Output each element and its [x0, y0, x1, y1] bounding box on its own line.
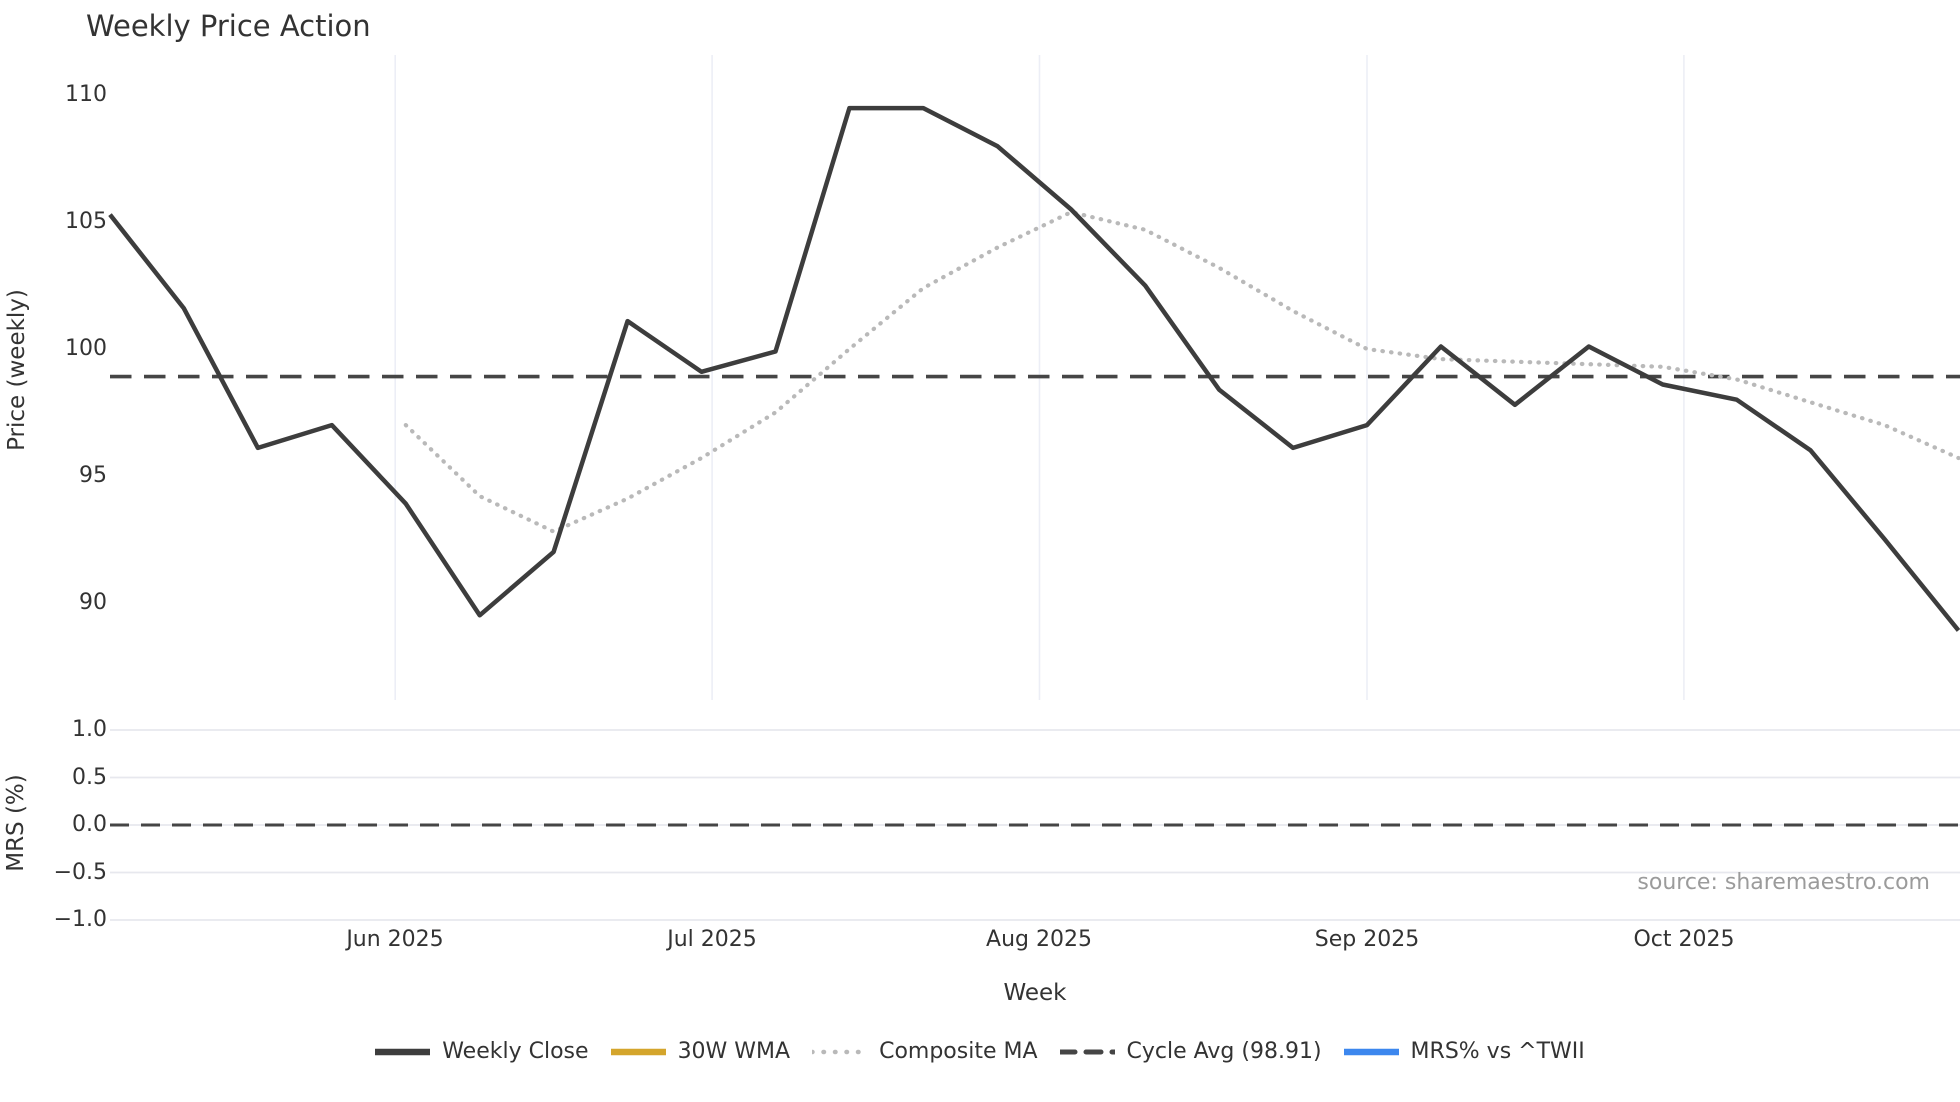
composite-ma-line [403, 210, 1960, 534]
x-tick: Sep 2025 [1314, 927, 1420, 952]
legend-swatch-solid-icon [610, 1048, 666, 1055]
weekly-close-line [108, 105, 1960, 632]
price-y-axis-label: Price (weekly) [4, 289, 30, 451]
legend-label: MRS% vs ^TWII [1410, 1039, 1585, 1064]
price-y-tick: 105 [65, 209, 107, 234]
price-y-tick: 95 [79, 463, 107, 488]
legend-item-30w-wma: 30W WMA [610, 1039, 791, 1064]
x-axis-label: Week [1003, 980, 1067, 1006]
legend-item-mrs-vs-twii: MRS% vs ^TWII [1343, 1039, 1585, 1064]
legend-label: 30W WMA [677, 1039, 791, 1064]
legend-swatch-solid-icon [375, 1048, 431, 1055]
mrs-y-tick: −1.0 [53, 907, 107, 932]
x-tick: Aug 2025 [986, 927, 1092, 952]
price-y-tick: 90 [79, 590, 107, 615]
legend-item-weekly-close: Weekly Close [375, 1039, 589, 1064]
legend-swatch-solid-icon [1343, 1048, 1399, 1055]
legend: Weekly Close 30W WMA Composite MA Cycle Avg… [0, 1039, 1960, 1064]
x-tick: Jul 2025 [667, 927, 757, 952]
legend-label: Composite MA [879, 1039, 1038, 1064]
mrs-y-tick: −0.5 [53, 860, 107, 885]
legend-swatch-dotted-icon [812, 1049, 868, 1054]
mrs-y-tick: 0.5 [72, 765, 107, 790]
x-tick: Oct 2025 [1633, 927, 1735, 952]
mrs-y-tick: 0.0 [72, 812, 107, 837]
legend-item-composite-ma: Composite MA [812, 1039, 1038, 1064]
x-tick: Jun 2025 [346, 927, 444, 952]
page-title: Weekly Price Action [86, 9, 371, 43]
mrs-y-tick: 1.0 [72, 717, 107, 742]
source-credit: source: sharemaestro.com [1637, 870, 1930, 895]
legend-item-cycle-avg-98-91-: Cycle Avg (98.91) [1059, 1039, 1322, 1064]
legend-label: Cycle Avg (98.91) [1126, 1039, 1322, 1064]
price-y-tick: 110 [65, 82, 107, 107]
price-y-tick: 100 [65, 336, 107, 361]
legend-swatch-dashed-icon [1059, 1049, 1115, 1054]
legend-label: Weekly Close [442, 1039, 589, 1064]
